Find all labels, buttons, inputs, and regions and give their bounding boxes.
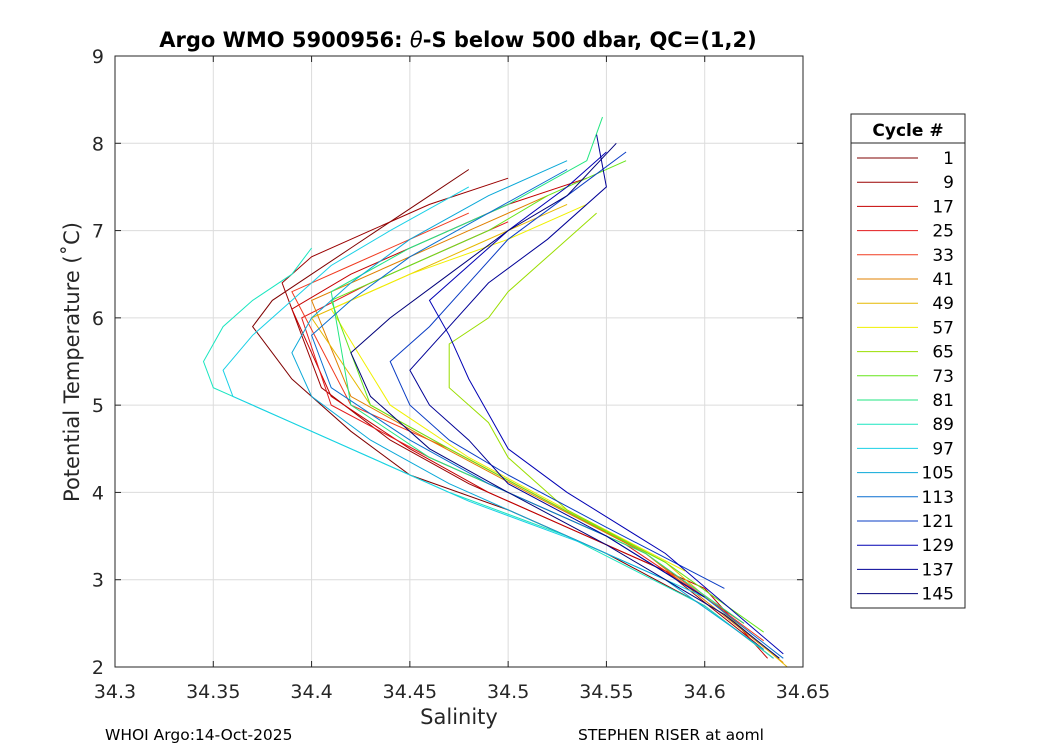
y-tick-label: 3 bbox=[92, 570, 104, 592]
legend-label: 25 bbox=[932, 222, 954, 242]
chart-title: Argo WMO 5900956: θ-S below 500 dbar, QC… bbox=[159, 28, 756, 52]
y-tick-label: 4 bbox=[92, 482, 104, 504]
y-tick-label: 7 bbox=[92, 221, 104, 243]
legend-label: 49 bbox=[932, 294, 954, 314]
legend-label: 121 bbox=[922, 512, 954, 532]
legend-label: 17 bbox=[932, 197, 954, 217]
y-tick-label: 5 bbox=[92, 395, 104, 417]
x-tick-label: 34.6 bbox=[684, 681, 726, 703]
legend-title: Cycle # bbox=[872, 121, 943, 141]
x-axis-ticks: 34.3 34.35 34.4 34.45 34.5 34.55 34.6 34.65 bbox=[94, 56, 830, 703]
x-tick-label: 34.65 bbox=[776, 681, 830, 703]
profile-lines bbox=[202, 116, 788, 668]
y-axis-ticks: 2 3 4 5 6 7 8 9 bbox=[92, 46, 803, 679]
legend-label: 41 bbox=[932, 270, 954, 290]
legend-label: 129 bbox=[922, 536, 954, 556]
y-tick-label: 8 bbox=[92, 133, 104, 155]
footer-right: STEPHEN RISER at aoml bbox=[578, 726, 764, 744]
x-tick-label: 34.35 bbox=[186, 681, 240, 703]
profile-line-cycle-57 bbox=[330, 203, 686, 572]
profile-line-cycle-137 bbox=[409, 134, 705, 598]
legend-label: 113 bbox=[922, 488, 954, 508]
legend-label: 137 bbox=[922, 560, 954, 580]
legend-label: 89 bbox=[932, 415, 954, 435]
profile-line-cycle-105 bbox=[291, 160, 764, 650]
footer-left: WHOI Argo:14-Oct-2025 bbox=[105, 726, 293, 744]
profile-line-cycle-97 bbox=[222, 186, 705, 598]
x-axis-label: Salinity bbox=[420, 705, 498, 729]
legend-label: 65 bbox=[932, 343, 954, 363]
y-tick-label: 6 bbox=[92, 308, 104, 330]
x-tick-label: 34.4 bbox=[290, 681, 332, 703]
legend-label: 105 bbox=[922, 464, 954, 484]
profile-line-cycle-41 bbox=[310, 195, 784, 663]
y-tick-label: 9 bbox=[92, 46, 104, 68]
x-tick-label: 34.5 bbox=[487, 681, 529, 703]
plot-area bbox=[115, 56, 803, 667]
legend: Cycle # 1 9 17 25 33 41 49 57 65 73 81 89 97 105 113 12… bbox=[850, 113, 966, 609]
legend-label: 57 bbox=[932, 318, 954, 338]
profile-line-cycle-33 bbox=[291, 212, 764, 642]
y-tick-label: 2 bbox=[92, 657, 104, 679]
profile-line-cycle-65 bbox=[448, 212, 666, 563]
legend-label: 145 bbox=[922, 585, 954, 605]
legend-label: 9 bbox=[943, 173, 954, 193]
legend-label: 1 bbox=[943, 149, 954, 169]
y-axis-label: Potential Temperature (˚C) bbox=[60, 222, 84, 502]
legend-label: 97 bbox=[932, 439, 954, 459]
profile-line-cycle-145 bbox=[350, 142, 780, 659]
legend-box bbox=[850, 113, 966, 609]
plot-frame bbox=[114, 55, 804, 668]
legend-label: 81 bbox=[932, 391, 954, 411]
legend-label: 33 bbox=[932, 246, 954, 266]
profile-line-cycle-121 bbox=[389, 151, 725, 589]
x-tick-label: 34.55 bbox=[579, 681, 633, 703]
legend-label: 73 bbox=[932, 367, 954, 387]
x-tick-label: 34.3 bbox=[94, 681, 136, 703]
x-tick-label: 34.45 bbox=[383, 681, 437, 703]
